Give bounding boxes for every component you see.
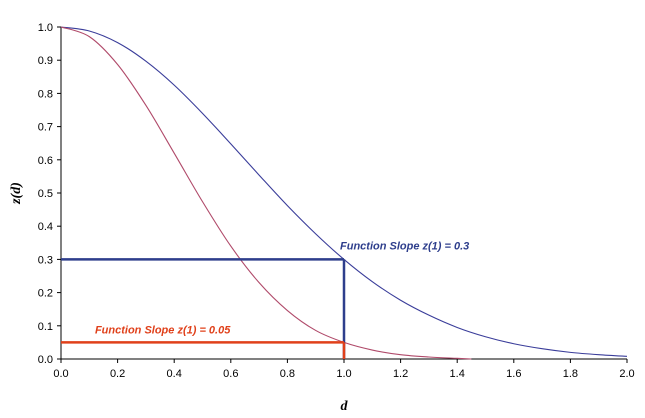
y-tick-label: 0.7 [38,122,53,134]
annotation-slope-0-3: Function Slope z(1) = 0.3 [340,240,469,252]
series-line-2 [60,26,472,360]
reference-lines [61,258,346,359]
x-tick-label: 1.2 [393,368,408,380]
x-tick-label: 0.4 [167,368,182,380]
y-tick-label: 0.3 [38,254,53,266]
y-tick-label: 0.8 [38,88,53,100]
annotation-slope-0-05: Function Slope z(1) = 0.05 [95,324,231,336]
ticks: 0.0 0.2 0.4 0.6 0.8 1.0 1.2 1.4 1.6 1.8 2.0 0.0 0.1 0… [38,22,635,380]
x-axis-title: d [341,399,349,414]
y-tick-label: 0.0 [38,354,53,366]
x-tick-label: 0.2 [110,368,125,380]
y-tick-label: 0.1 [38,321,53,333]
y-tick-label: 0.6 [38,155,53,167]
x-tick-label: 2.0 [619,368,634,380]
x-tick-label: 0.0 [53,368,68,380]
x-tick-label: 1.8 [563,368,578,380]
y-tick-label: 1.0 [38,22,53,34]
x-tick-label: 1.6 [506,368,521,380]
x-tick-label: 0.8 [280,368,295,380]
y-axis-title: z(d) [9,182,24,205]
x-tick-label: 1.4 [450,368,465,380]
y-tick-label: 0.5 [38,188,53,200]
y-tick-label: 0.4 [38,221,53,233]
y-tick-label: 0.2 [38,288,53,300]
annotations: Function Slope z(1) = 0.3 Function Slope … [95,240,469,336]
x-tick-label: 1.0 [336,368,351,380]
x-tick-label: 0.6 [223,368,238,380]
y-tick-label: 0.9 [38,55,53,67]
